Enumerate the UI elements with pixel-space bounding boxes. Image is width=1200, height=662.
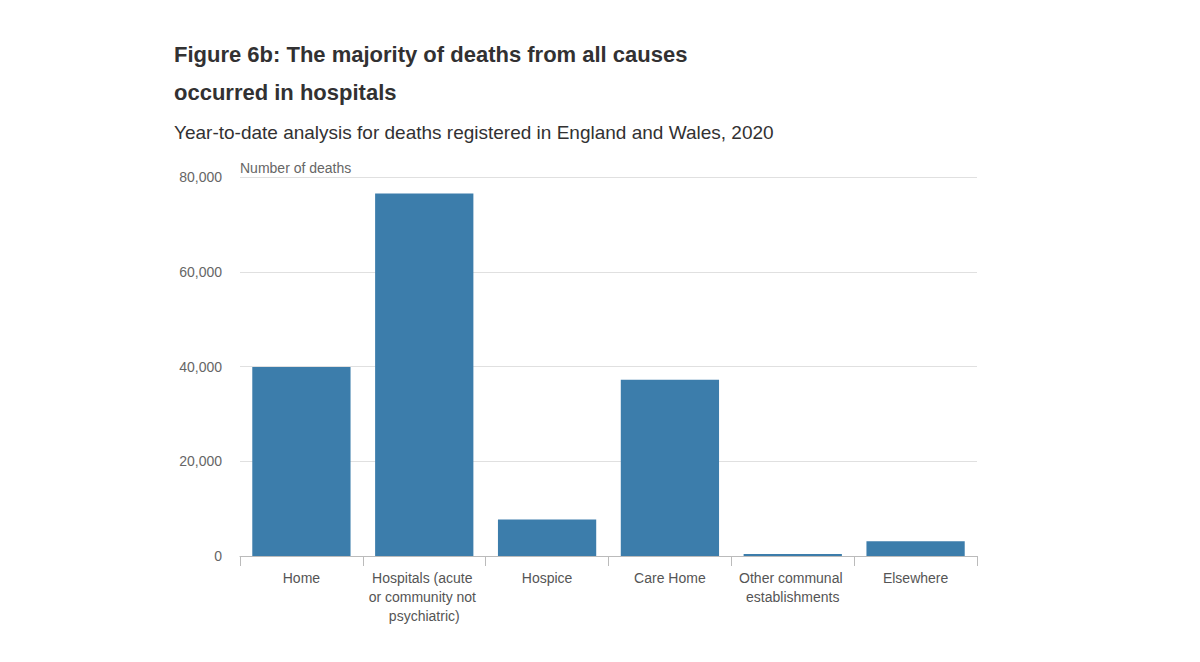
svg-text:20,000: 20,000 (179, 453, 222, 469)
svg-text:Home: Home (283, 570, 321, 586)
svg-text:Number of deaths: Number of deaths (240, 160, 351, 176)
svg-text:or community not: or community not (369, 589, 480, 605)
svg-text:40,000: 40,000 (179, 359, 222, 375)
svg-text:Other communal: Other communal (739, 570, 846, 586)
svg-text:Elsewhere: Elsewhere (883, 570, 949, 586)
svg-text:occurred in hospitals: occurred in hospitals (174, 80, 397, 105)
svg-text:Year-to-date analysis for deat: Year-to-date analysis for deaths registe… (174, 122, 774, 143)
svg-text:0: 0 (214, 548, 222, 564)
svg-text:80,000: 80,000 (179, 169, 222, 185)
svg-text:Care Home: Care Home (634, 570, 706, 586)
svg-text:Hospitals (acute: Hospitals (acute (372, 570, 476, 586)
svg-text:psychiatric): psychiatric) (389, 608, 460, 624)
svg-text:establishments: establishments (746, 589, 839, 605)
svg-text:Hospice: Hospice (522, 570, 573, 586)
svg-text:60,000: 60,000 (179, 264, 222, 280)
svg-text:Figure 6b: The majority of dea: Figure 6b: The majority of deaths from a… (174, 42, 694, 67)
